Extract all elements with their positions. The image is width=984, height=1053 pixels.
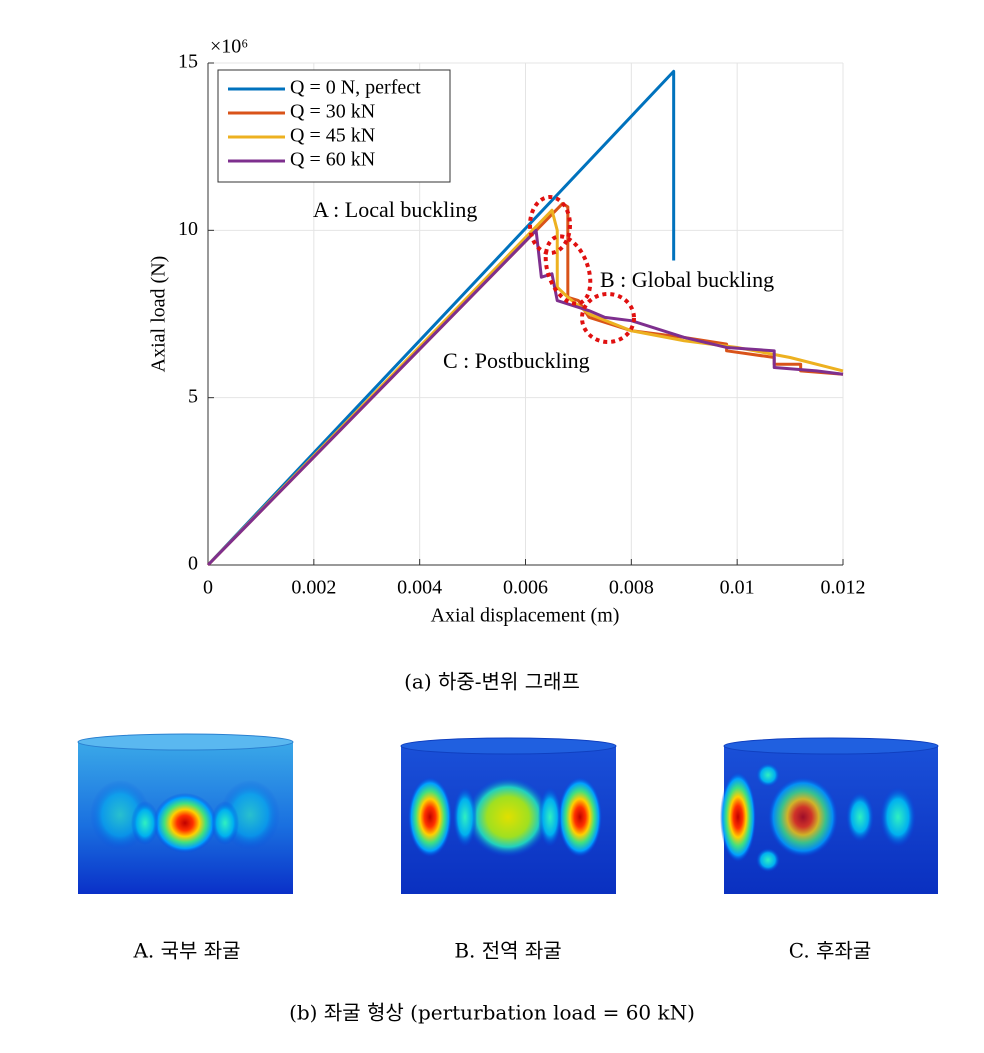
cylinder-a [77, 733, 294, 894]
caption-a: (a) 하중-변위 그래프 [404, 670, 580, 694]
ellipse-a [528, 195, 572, 255]
x-axis-label: Axial displacement (m) [431, 605, 620, 627]
panel-label: A. 국부 좌굴 [132, 939, 240, 963]
y-tick-label: 10 [178, 218, 198, 240]
annotation: C : Postbuckling [443, 348, 590, 373]
x-tick-label: 0.006 [503, 577, 548, 599]
panel-label: C. 후좌굴 [789, 939, 872, 963]
ellipse-b [543, 234, 593, 306]
x-tick-label: 0 [203, 577, 213, 599]
x-tick-label: 0.004 [397, 577, 442, 599]
x-tick-label: 0.01 [720, 577, 755, 599]
legend-label: Q = 45 kN [290, 125, 375, 147]
annotation: B : Global buckling [600, 267, 774, 292]
legend-label: Q = 30 kN [290, 101, 375, 123]
y-axis-label: Axial load (N) [148, 256, 170, 373]
legend-label: Q = 0 N, perfect [290, 77, 421, 99]
series-line [206, 69, 676, 567]
panel-label: B. 전역 좌굴 [454, 939, 561, 963]
y-tick-label: 15 [178, 51, 198, 73]
annotation-ellipses [528, 195, 636, 344]
legend-label: Q = 60 kN [290, 149, 375, 171]
y-tick-label: 5 [188, 385, 198, 407]
x-tick-label: 0.008 [609, 577, 654, 599]
x-tick-label: 0.002 [291, 577, 336, 599]
y-multiplier: ×10⁶ [210, 36, 248, 58]
caption-b: (b) 좌굴 형상 (perturbation load = 60 kN) [289, 1001, 695, 1025]
cylinder-c [720, 737, 939, 894]
x-tick-label: 0.012 [821, 577, 866, 599]
ellipse-c [580, 292, 636, 344]
series-line [206, 228, 844, 567]
y-tick-label: 0 [188, 553, 198, 575]
annotation: A : Local buckling [313, 197, 477, 222]
cylinder-b [400, 737, 617, 894]
